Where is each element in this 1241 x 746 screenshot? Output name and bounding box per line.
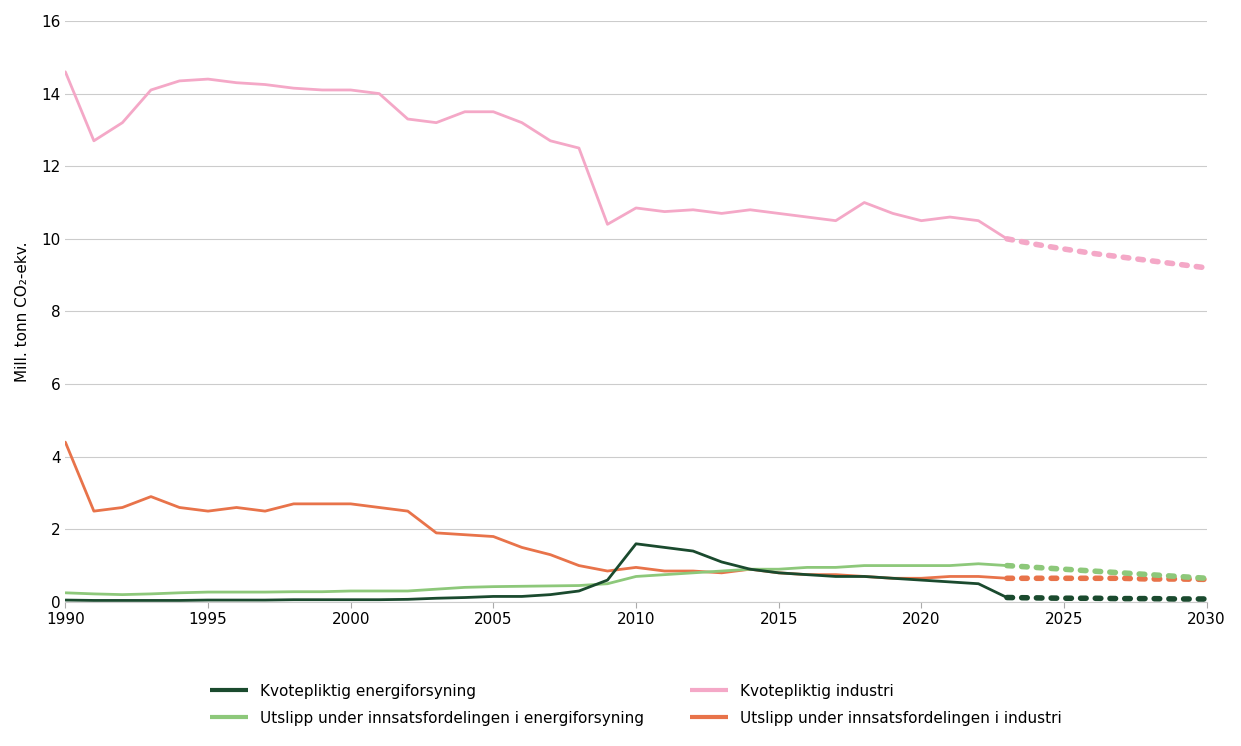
Legend: Kvotepliktig energiforsyning, Utslipp under innsatsfordelingen i energiforsyning: Kvotepliktig energiforsyning, Utslipp un… xyxy=(204,677,1069,732)
Y-axis label: Mill. tonn CO₂-ekv.: Mill. tonn CO₂-ekv. xyxy=(15,241,30,382)
